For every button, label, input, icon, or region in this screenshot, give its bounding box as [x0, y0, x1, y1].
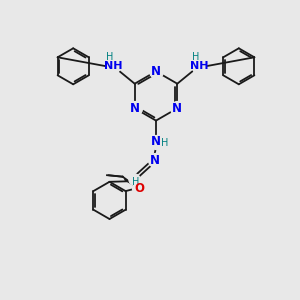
Text: NH: NH [104, 61, 122, 71]
Text: N: N [172, 102, 182, 115]
Text: H: H [161, 138, 168, 148]
Text: N: N [130, 102, 140, 115]
Text: N: N [151, 135, 161, 148]
Text: N: N [149, 154, 160, 167]
Text: H: H [132, 177, 139, 188]
Text: H: H [192, 52, 199, 62]
Text: O: O [134, 182, 144, 195]
Text: H: H [106, 52, 113, 62]
Text: N: N [151, 65, 161, 78]
Text: NH: NH [190, 61, 208, 71]
